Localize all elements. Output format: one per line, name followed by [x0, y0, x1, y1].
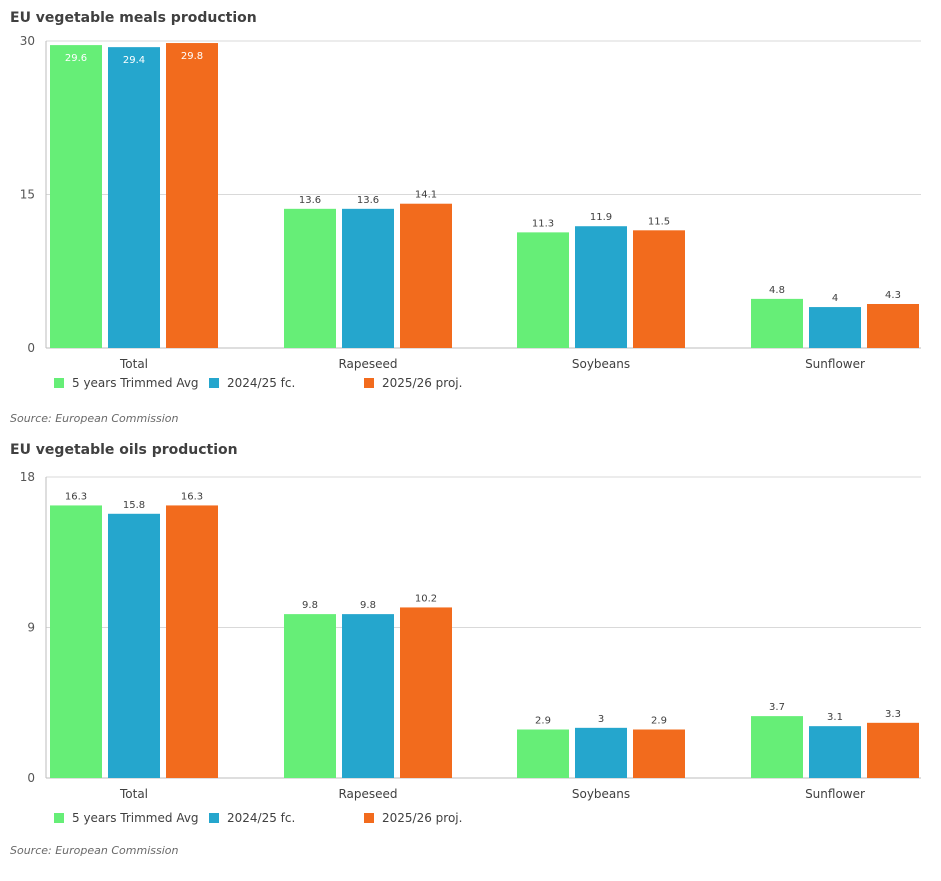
x-tick-label: Sunflower: [805, 787, 865, 801]
data-label: 11.3: [532, 218, 554, 229]
chart-title: EU vegetable oils production: [10, 442, 238, 458]
legend-swatch: [209, 813, 219, 823]
bar: [809, 307, 861, 348]
data-label: 11.9: [590, 212, 612, 223]
data-label: 3: [598, 714, 604, 725]
data-label: 14.1: [415, 190, 437, 201]
data-label: 9.8: [302, 600, 318, 611]
legend-label: 2024/25 fc.: [227, 376, 296, 390]
y-tick-label: 18: [20, 470, 35, 484]
chart-legend: 5 years Trimmed Avg 2024/25 fc. 2025/26 …: [54, 811, 462, 825]
data-label: 10.2: [415, 593, 437, 604]
legend-label: 2025/26 proj.: [382, 811, 463, 825]
data-label: 13.6: [357, 195, 379, 206]
data-label: 4.3: [885, 290, 901, 301]
x-tick-label: Rapeseed: [338, 357, 397, 371]
bar: [633, 230, 685, 348]
bar: [166, 43, 218, 349]
bar: [867, 303, 919, 348]
data-label: 9.8: [360, 600, 376, 611]
legend-swatch: [209, 378, 219, 388]
bar: [751, 716, 803, 778]
data-label: 16.3: [181, 491, 203, 502]
bar: [284, 614, 336, 778]
bar: [108, 47, 160, 348]
x-tick-label: Soybeans: [572, 787, 630, 801]
legend-swatch: [364, 813, 374, 823]
legend-label: 2025/26 proj.: [382, 376, 463, 390]
bar: [809, 726, 861, 778]
y-tick-label: 0: [27, 341, 35, 355]
legend-item-2025-26[interactable]: 2025/26 proj.: [364, 376, 462, 390]
chart-source: Source: European Commission: [10, 412, 179, 425]
data-label: 2.9: [651, 716, 667, 727]
data-label: 15.8: [123, 500, 145, 511]
data-label: 11.5: [648, 216, 670, 227]
bar: [342, 614, 394, 778]
oils-chart-panel: EU vegetable oils production 0 9 18 16.3 9.8…: [0, 432, 941, 872]
legend-item-2024-25[interactable]: 2024/25 fc.: [209, 376, 364, 390]
data-label: 3.3: [885, 709, 901, 720]
data-label: 29.8: [181, 51, 203, 62]
legend-swatch: [54, 813, 64, 823]
x-tick-label: Total: [119, 357, 148, 371]
x-tick-label: Soybeans: [572, 357, 630, 371]
bar: [867, 722, 919, 778]
bar: [400, 607, 452, 778]
y-tick-label: 9: [27, 621, 35, 635]
bar: [108, 513, 160, 778]
data-label: 3.1: [827, 712, 843, 723]
data-label: 29.6: [65, 53, 87, 64]
bar: [50, 505, 102, 778]
bar: [400, 203, 452, 348]
x-tick-label: Sunflower: [805, 357, 865, 371]
bar: [517, 729, 569, 778]
bar: [166, 505, 218, 778]
data-label: 2.9: [535, 716, 551, 727]
bar: [575, 226, 627, 348]
x-tick-label: Rapeseed: [338, 787, 397, 801]
bar: [751, 298, 803, 348]
y-tick-label: 15: [20, 188, 35, 202]
bar: [575, 727, 627, 778]
data-label: 3.7: [769, 702, 785, 713]
oils-chart-plot: 0 9 18 16.3 9.8 2.9 3.7 15.8 9.8 3 3.1 16.3 10.2 2.9 3…: [20, 470, 921, 801]
data-label: 29.4: [123, 55, 145, 66]
y-tick-label: 0: [27, 771, 35, 785]
bar: [284, 208, 336, 348]
data-label: 13.6: [299, 195, 321, 206]
legend-item-2024-25[interactable]: 2024/25 fc.: [209, 811, 364, 825]
chart-legend: 5 years Trimmed Avg 2024/25 fc. 2025/26 …: [54, 376, 462, 390]
data-label: 16.3: [65, 491, 87, 502]
data-label: 4: [832, 293, 838, 304]
legend-swatch: [364, 378, 374, 388]
bar: [517, 232, 569, 348]
meals-chart-panel: EU vegetable meals production 0 15 30 29.6 1…: [0, 0, 941, 432]
legend-label: 2024/25 fc.: [227, 811, 296, 825]
y-tick-label: 30: [20, 34, 35, 48]
legend-label: 5 years Trimmed Avg: [72, 811, 199, 825]
legend-swatch: [54, 378, 64, 388]
legend-item-5yr-avg[interactable]: 5 years Trimmed Avg: [54, 376, 209, 390]
chart-source: Source: European Commission: [10, 844, 179, 857]
chart-title: EU vegetable meals production: [10, 10, 257, 26]
data-label: 4.8: [769, 285, 785, 296]
legend-item-5yr-avg[interactable]: 5 years Trimmed Avg: [54, 811, 209, 825]
x-tick-label: Total: [119, 787, 148, 801]
bar: [50, 45, 102, 349]
meals-chart-plot: 0 15 30 29.6 13.6 11.3 4.8 29.4 13.6 11.9 4 29.8 14.…: [20, 34, 921, 371]
legend-item-2025-26[interactable]: 2025/26 proj.: [364, 811, 462, 825]
bar: [342, 208, 394, 348]
bar: [633, 729, 685, 778]
legend-label: 5 years Trimmed Avg: [72, 376, 199, 390]
